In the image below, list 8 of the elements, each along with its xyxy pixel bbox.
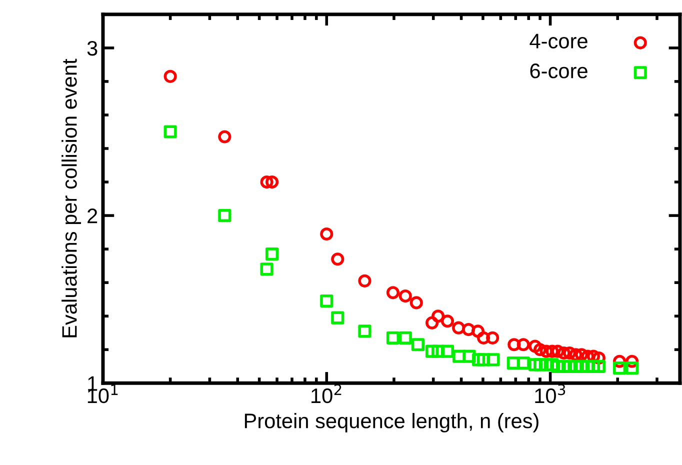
legend-label: 4-core xyxy=(530,34,588,48)
legend-label: 6-core xyxy=(530,64,588,78)
y-tick-label: 2 xyxy=(88,208,98,224)
x-tick-label: 10$^{3}$ xyxy=(535,384,566,404)
x-tick-label: 10$^{2}$ xyxy=(312,384,342,404)
x-axis-title: Protein sequence length, n (res) xyxy=(244,412,538,432)
y-tick-label: 3 xyxy=(87,40,98,56)
y-axis-title: Evaluations per collision event xyxy=(62,58,81,338)
